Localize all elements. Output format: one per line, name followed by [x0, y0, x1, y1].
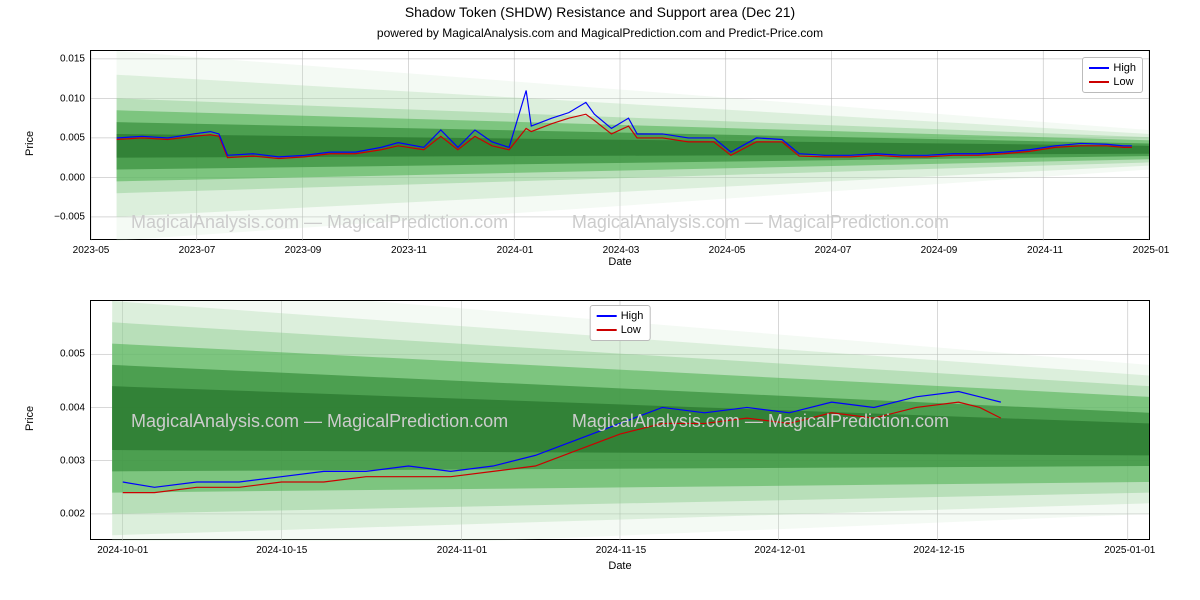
xtick-label: 2023-05: [73, 245, 110, 256]
legend-label: Low: [621, 324, 641, 336]
bottom-legend: High Low: [590, 305, 651, 341]
legend-item: Low: [597, 323, 644, 337]
ytick-label: 0.000: [35, 172, 85, 183]
xtick-label: 2024-09: [921, 245, 958, 256]
xtick-label: 2025-01: [1133, 245, 1170, 256]
legend-label: Low: [1113, 76, 1133, 88]
xtick-label: 2024-11-01: [437, 545, 487, 556]
figure-subtitle: powered by MagicalAnalysis.com and Magic…: [0, 26, 1200, 40]
top-chart-svg: [91, 51, 1149, 241]
figure: Shadow Token (SHDW) Resistance and Suppo…: [0, 0, 1200, 600]
legend-label: High: [621, 310, 644, 322]
xtick-label: 2024-10-15: [256, 545, 307, 556]
legend-item: High: [597, 309, 644, 323]
legend-item: High: [1089, 61, 1136, 75]
xtick-label: 2024-01: [497, 245, 534, 256]
top-ylabel: Price: [24, 136, 36, 156]
legend-label: High: [1113, 62, 1136, 74]
top-legend: High Low: [1082, 57, 1143, 93]
xtick-label: 2024-12-15: [913, 545, 964, 556]
top-chart: MagicalAnalysis.com — MagicalPrediction.…: [90, 50, 1150, 240]
xtick-label: 2024-11: [1027, 245, 1063, 256]
xtick-label: 2025-01-01: [1104, 545, 1155, 556]
xtick-label: 2024-11-15: [596, 545, 646, 556]
ytick-label: 0.003: [35, 456, 85, 467]
bottom-chart: MagicalAnalysis.com — MagicalPrediction.…: [90, 300, 1150, 540]
xtick-label: 2024-12-01: [754, 545, 805, 556]
xtick-label: 2024-07: [815, 245, 852, 256]
xtick-label: 2023-07: [179, 245, 216, 256]
legend-swatch: [597, 315, 617, 317]
xtick-label: 2024-10-01: [97, 545, 148, 556]
xtick-label: 2024-03: [603, 245, 640, 256]
ytick-label: 0.010: [35, 93, 85, 104]
xtick-label: 2024-05: [709, 245, 746, 256]
ytick-label: 0.005: [35, 133, 85, 144]
legend-item: Low: [1089, 75, 1136, 89]
ytick-label: 0.005: [35, 349, 85, 360]
legend-swatch: [1089, 81, 1109, 83]
ytick-label: 0.002: [35, 509, 85, 520]
ytick-label: 0.004: [35, 402, 85, 413]
legend-swatch: [597, 329, 617, 331]
figure-title: Shadow Token (SHDW) Resistance and Suppo…: [0, 4, 1200, 20]
top-xlabel: Date: [90, 256, 1150, 268]
legend-swatch: [1089, 67, 1109, 69]
xtick-label: 2023-11: [391, 245, 427, 256]
ytick-label: 0.015: [35, 53, 85, 64]
xtick-label: 2023-09: [285, 245, 322, 256]
bottom-ylabel: Price: [24, 411, 36, 431]
ytick-label: −0.005: [35, 212, 85, 223]
bottom-xlabel: Date: [90, 560, 1150, 572]
